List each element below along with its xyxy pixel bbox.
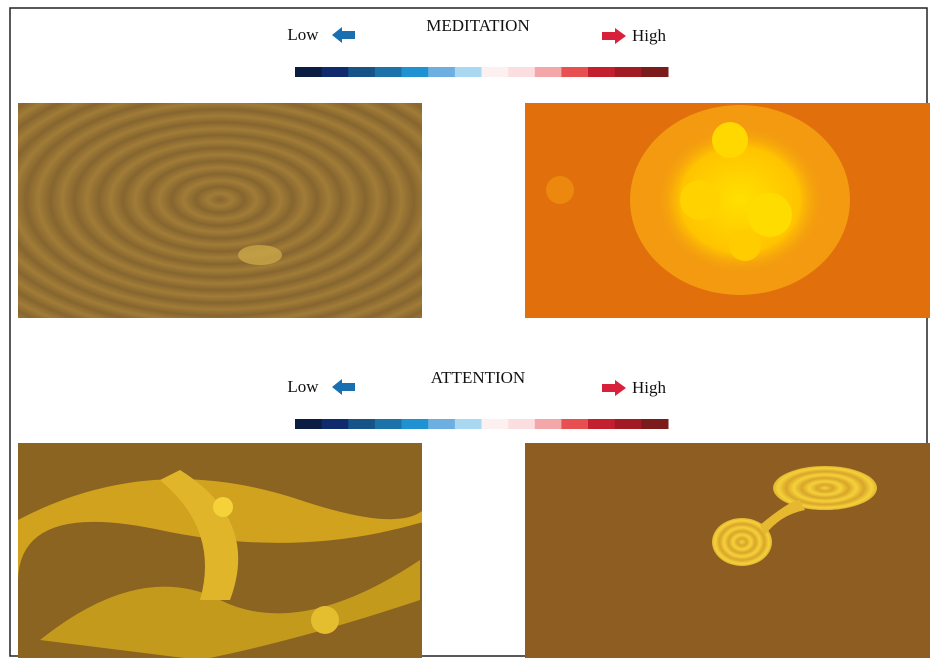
panel-title: MEDITATION [426, 16, 529, 35]
colorbar-swatch [615, 67, 642, 77]
high-label: High [632, 378, 667, 397]
colorbar-swatch [455, 419, 482, 429]
colorbar-swatch [322, 67, 349, 77]
colorbar-swatch [295, 419, 322, 429]
colorbar-swatch [588, 419, 615, 429]
low-arrow [332, 27, 355, 43]
colorbar-swatch [402, 67, 429, 77]
colorbar-swatch [375, 67, 402, 77]
colorbar-swatch [508, 419, 535, 429]
colorbar-swatch [348, 419, 375, 429]
low-label: Low [287, 25, 319, 44]
image-attention-left [18, 443, 432, 660]
colorbar-swatch [561, 67, 588, 77]
colorbar-swatch [322, 419, 349, 429]
image-meditation-right [525, 103, 930, 318]
high-label: High [632, 26, 667, 45]
image-meditation-left [18, 103, 422, 318]
colorbar-swatch [615, 419, 642, 429]
low-label: Low [287, 377, 319, 396]
colorbar-swatch [482, 67, 509, 77]
colorbar-swatch [455, 67, 482, 77]
colorbar-swatch [535, 67, 562, 77]
colorbar-swatch [295, 67, 322, 77]
low-arrow [332, 379, 355, 395]
colorbar-swatch [641, 419, 668, 429]
image-attention-right [525, 443, 930, 658]
colorbar-swatch [641, 67, 668, 77]
figure: MEDITATION Low High ATTENTION Low High [0, 0, 931, 660]
colorbar-swatch [561, 419, 588, 429]
colorbar-swatch [428, 67, 455, 77]
colorbar-swatch [588, 67, 615, 77]
high-arrow [602, 28, 626, 44]
colorbar-swatch [402, 419, 429, 429]
colorbar-swatch [428, 419, 455, 429]
high-arrow [602, 380, 626, 396]
colorbar-swatch [348, 67, 375, 77]
colorbar-swatch [482, 419, 509, 429]
colorbar-swatch [375, 419, 402, 429]
colorbar-swatch [535, 419, 562, 429]
panel-title: ATTENTION [431, 368, 525, 387]
colorbar-swatch [508, 67, 535, 77]
